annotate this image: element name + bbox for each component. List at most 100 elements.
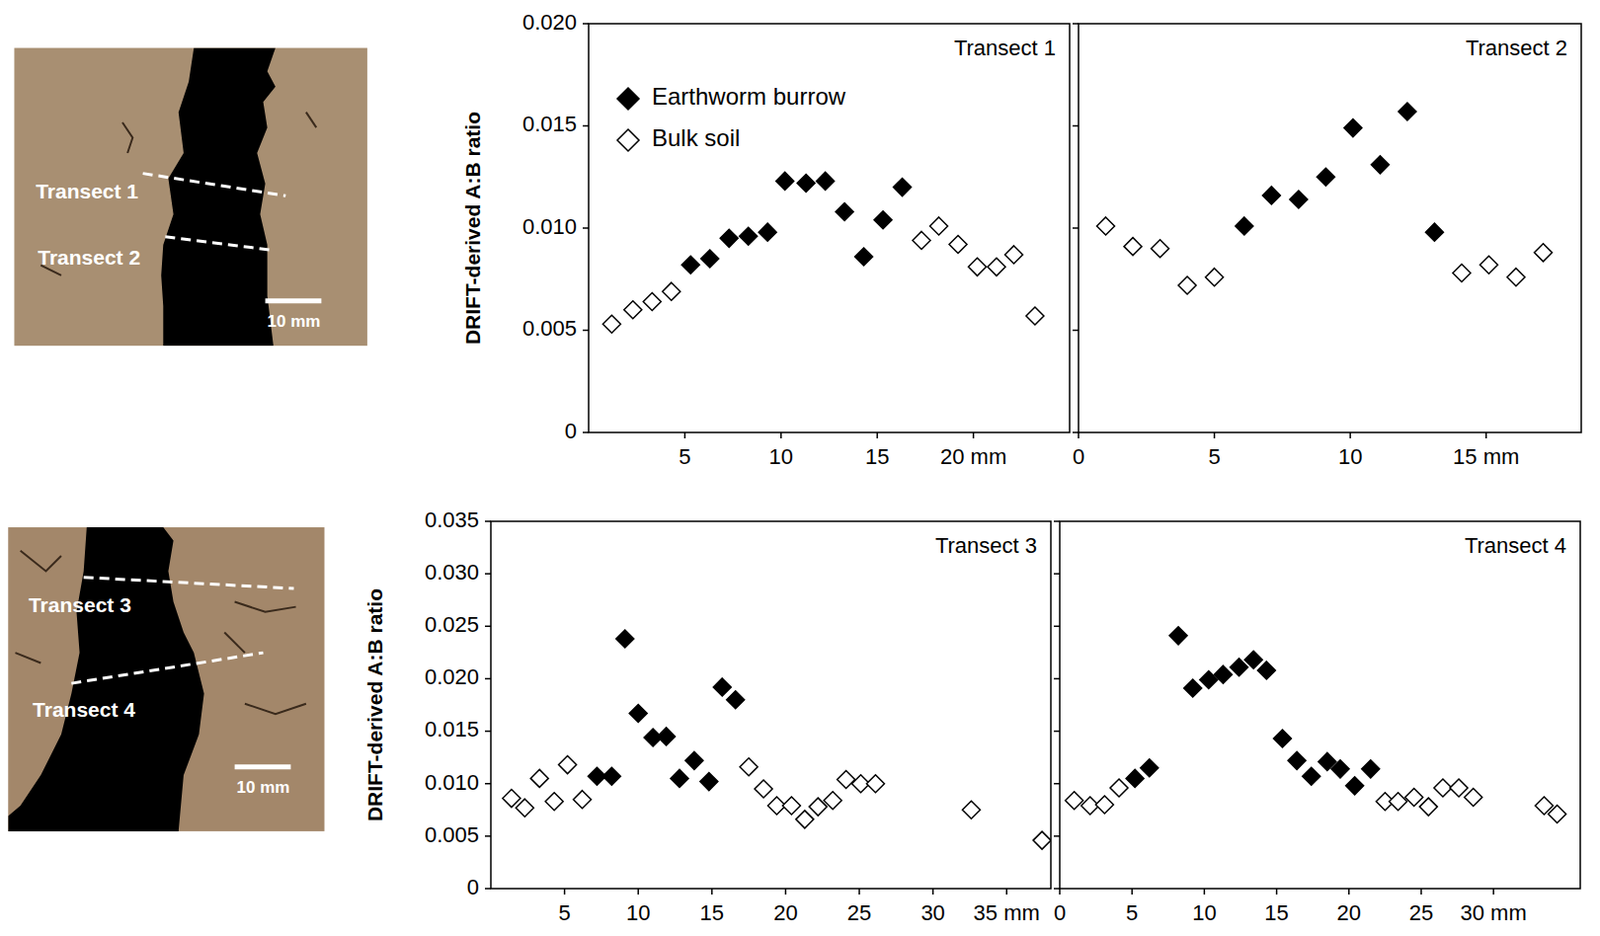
y-tick [1072,329,1079,332]
data-point [602,315,621,333]
x-tick-label: 0 [1053,900,1066,926]
x-tick-label: 5 [558,900,570,926]
transect-line [164,237,270,250]
data-point [1302,767,1321,786]
y-tick [1053,887,1060,890]
y-tick-label: 0.010 [522,214,577,240]
data-point [1244,650,1263,669]
y-tick-label: 0.005 [424,822,480,848]
data-point [502,790,521,808]
data-point [1507,268,1525,287]
x-tick [1058,888,1061,895]
data-point [930,217,949,236]
data-point [1213,665,1232,684]
data-point [1184,679,1202,698]
x-tick [780,432,783,439]
plot-frame [1078,23,1582,433]
y-tick [582,227,589,230]
soil-crack [235,601,297,612]
data-point [629,705,647,723]
plot-frame [588,23,1070,433]
x-tick [563,888,566,895]
data-point [754,780,773,799]
data-point [1110,779,1128,798]
x-tick-label: 10 [769,444,794,470]
x-tick [1492,888,1495,895]
data-point [573,791,592,809]
data-point [1026,307,1044,325]
y-tick [484,835,491,838]
y-tick [1053,783,1060,786]
data-point [1097,217,1116,236]
photo-soil [13,48,367,347]
y-axis-title: DRIFT-derived A:B ratio [461,111,484,345]
x-tick [1130,888,1133,895]
x-tick [1077,432,1080,439]
x-tick-label: 10 [1338,444,1362,470]
plot-frame [490,521,1051,889]
x-tick [932,888,935,895]
data-point [1005,245,1024,264]
data-point [1287,751,1306,770]
legend-label: Earthworm burrow [651,82,847,110]
data-point [530,769,549,788]
data-point [893,178,912,197]
y-tick [1053,730,1060,733]
panel-title: Transect 2 [1465,35,1568,61]
soil-crack [224,632,245,653]
legend-marker [617,87,640,110]
y-tick-label: 0.015 [424,717,480,742]
x-tick-label: 5 [1207,444,1220,470]
data-point [1178,276,1197,295]
burrow [160,48,276,347]
x-tick-label: 20 mm [940,444,1007,470]
data-point [1344,119,1362,138]
y-tick-label: 0.005 [522,316,577,341]
y-tick [582,125,589,128]
data-point [1419,798,1438,816]
data-point [1370,156,1389,174]
x-tick-label: 5 [678,444,691,470]
x-tick [1213,432,1216,439]
soil-crack [20,551,62,572]
scale-bar-label: 10 mm [267,312,321,331]
figure: Transect 1Transect 210 mmTransect 3Trans… [0,0,1600,936]
plot-frame [1059,521,1581,889]
x-tick-label: 10 [626,900,650,926]
data-point [1235,217,1254,236]
data-point [681,255,700,274]
data-point [823,792,842,810]
y-tick [1053,678,1060,681]
x-tick-label: 10 [1192,900,1216,926]
y-tick [1072,431,1079,434]
data-point [1449,779,1468,798]
data-point [816,171,835,190]
data-point [874,211,892,230]
scale-bar [265,298,322,304]
data-point [1398,102,1417,121]
x-tick [1485,432,1488,439]
x-tick [637,888,640,895]
data-point [1289,190,1308,209]
y-axis-title: DRIFT-derived A:B ratio [363,588,387,822]
y-tick [484,572,491,575]
data-point [642,293,661,312]
scale-bar-label: 10 mm [237,778,291,798]
data-point [796,810,814,829]
data-point [1169,627,1188,645]
x-tick-label: 25 [847,900,872,926]
x-tick-label: 30 mm [1460,900,1527,926]
data-point [1095,796,1114,814]
data-point [866,775,884,794]
data-point [949,236,967,254]
panel-title: Transect 4 [1464,533,1567,559]
x-tick-label: 5 [1125,900,1138,926]
photo-content [7,527,307,832]
y-tick-label: 0 [467,875,480,900]
x-tick [1420,888,1423,895]
y-tick [1053,572,1060,575]
y-tick [484,783,491,786]
data-point [1065,792,1084,810]
data-point [912,231,931,249]
y-tick-label: 0.020 [424,664,480,690]
